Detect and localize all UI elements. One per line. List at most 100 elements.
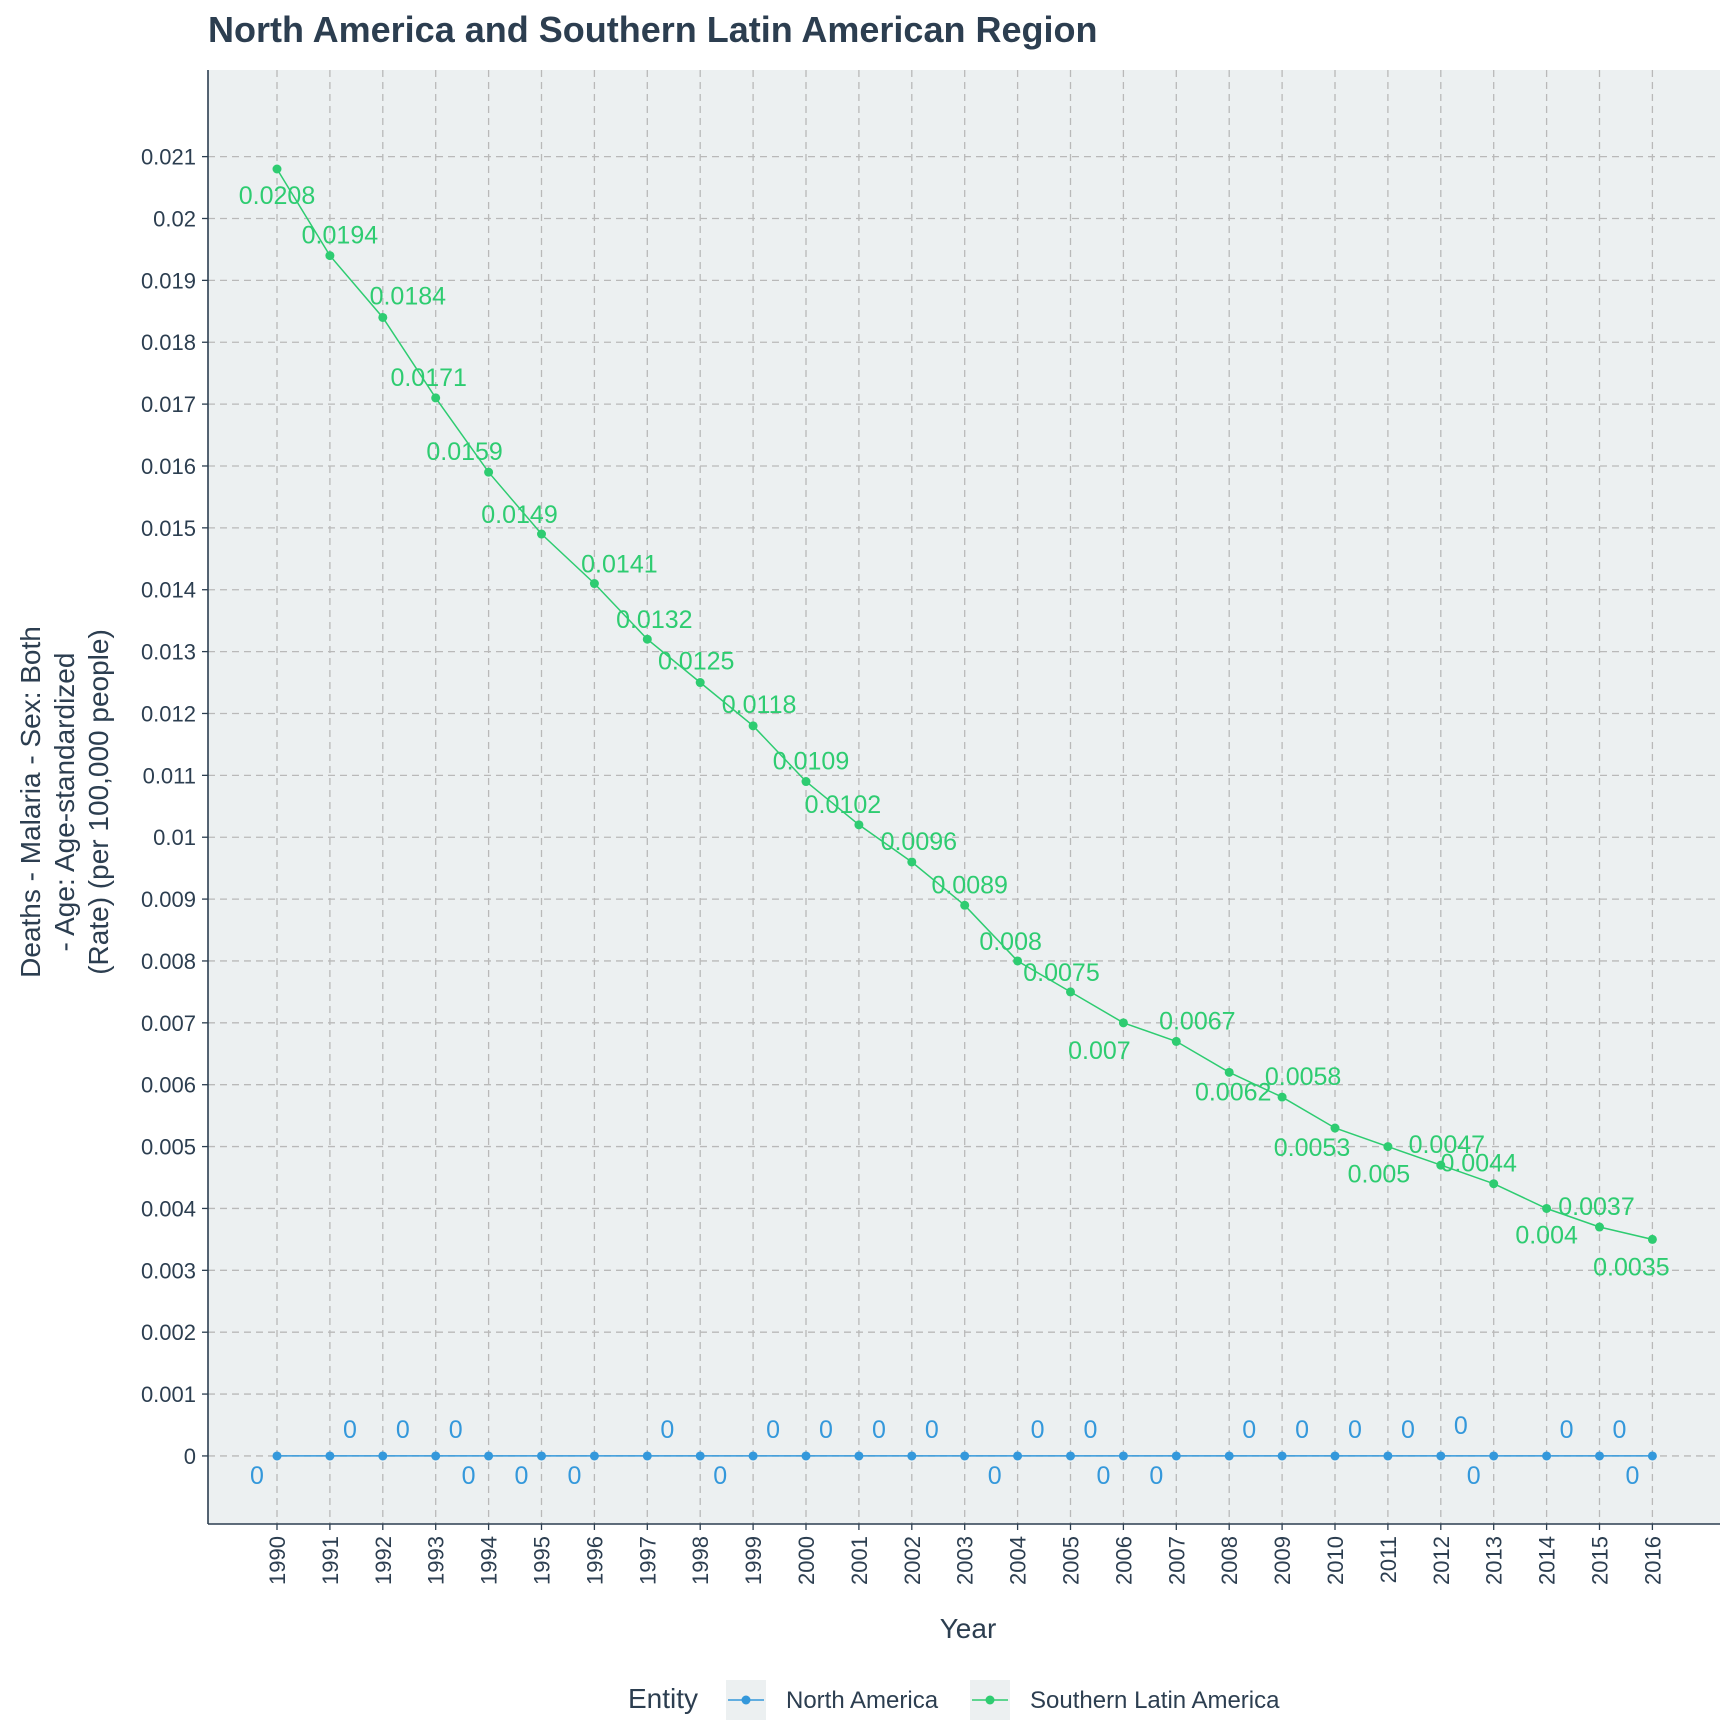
data-point-southern-latin-america: [854, 820, 864, 830]
data-label-north-america: 0: [925, 1416, 939, 1444]
data-label-north-america: 0: [766, 1416, 780, 1444]
x-tick-label: 2001: [847, 1536, 872, 1585]
y-tick-label: 0.008: [141, 949, 196, 974]
data-label-southern-latin-america: 0.0159: [426, 438, 502, 466]
data-label-southern-latin-america: 0.0109: [773, 748, 849, 776]
x-tick-label: 2012: [1429, 1536, 1454, 1585]
x-tick-label: 1992: [371, 1536, 396, 1585]
data-label-north-america: 0: [1613, 1416, 1627, 1444]
data-label-north-america: 0: [1625, 1462, 1639, 1490]
data-label-southern-latin-america: 0.0047: [1409, 1131, 1485, 1159]
data-label-north-america: 0: [1031, 1416, 1045, 1444]
data-label-southern-latin-america: 0.0141: [581, 551, 657, 579]
legend-label-southern-latin-america: Southern Latin America: [1030, 1687, 1280, 1714]
data-point-north-america: [1647, 1451, 1657, 1461]
data-point-north-america: [907, 1451, 917, 1461]
y-tick-label: 0.004: [141, 1196, 196, 1221]
data-point-southern-latin-america: [484, 467, 494, 477]
x-tick-label: 2013: [1482, 1536, 1507, 1585]
y-tick-label: 0.01: [153, 825, 196, 850]
y-tick-label: 0.019: [141, 268, 196, 293]
data-label-southern-latin-america: 0.0075: [1023, 959, 1099, 987]
y-tick-label: 0.006: [141, 1073, 196, 1098]
y-tick-label: 0.021: [141, 145, 196, 170]
data-label-southern-latin-america: 0.007: [1068, 1037, 1131, 1065]
data-point-southern-latin-america: [431, 393, 441, 403]
y-tick-label: 0.007: [141, 1011, 196, 1036]
legend-item-southern-latin-america: Southern Latin America: [970, 1680, 1280, 1720]
data-label-north-america: 0: [1084, 1416, 1098, 1444]
data-label-north-america: 0: [515, 1462, 529, 1490]
y-tick-label: 0.013: [141, 640, 196, 665]
y-axis-title-line-2: - Age: Age-standardized: [49, 653, 80, 952]
data-point-southern-latin-america: [537, 529, 546, 539]
data-point-southern-latin-america: [695, 678, 705, 688]
data-point-north-america: [325, 1451, 335, 1461]
data-label-north-america: 0: [1401, 1416, 1415, 1444]
x-tick-label: 2008: [1217, 1536, 1242, 1585]
x-axis-title: Year: [940, 1613, 997, 1644]
data-label-north-america: 0: [1096, 1462, 1110, 1490]
data-label-southern-latin-america: 0.0171: [390, 364, 466, 392]
x-tick-label: 1999: [741, 1536, 766, 1585]
data-label-southern-latin-america: 0.0149: [481, 501, 557, 529]
data-label-southern-latin-america: 0.0132: [616, 606, 692, 634]
data-labels: 0 0 0 0 0 0 0 0 0 0 0 0 0 0 0 0 0 0 0 0 0 0 0 0 0 0 0 0.0208 0.0194 0…: [239, 182, 1670, 1490]
x-tick-label: 2006: [1111, 1536, 1136, 1585]
data-label-southern-latin-america: 0.004: [1515, 1221, 1578, 1249]
data-point-north-america: [960, 1451, 970, 1461]
x-tick-label: 2000: [794, 1536, 819, 1585]
data-point-southern-latin-america: [1436, 1160, 1446, 1170]
data-point-north-america: [1542, 1451, 1552, 1461]
x-tick-label: 1996: [582, 1536, 607, 1585]
data-point-southern-latin-america: [1383, 1142, 1393, 1152]
y-tick-label: 0.002: [141, 1320, 196, 1345]
data-point-southern-latin-america: [589, 579, 599, 589]
data-label-north-america: 0: [1149, 1462, 1163, 1490]
data-point-north-america: [1118, 1451, 1128, 1461]
data-label-north-america: 0: [396, 1416, 410, 1444]
data-label-southern-latin-america: 0.0194: [302, 222, 379, 250]
legend: Entity North America Southern Latin Amer…: [628, 1680, 1280, 1720]
data-point-north-america: [1595, 1451, 1604, 1461]
data-point-north-america: [1489, 1451, 1499, 1461]
x-axis-ticks: 1990 1991 1992 1993 1994 1995 1996 1997 1998 1999…: [265, 1524, 1665, 1585]
data-point-southern-latin-america: [1171, 1036, 1181, 1046]
legend-key-point-north-america: [741, 1695, 751, 1705]
data-point-north-america: [272, 1451, 282, 1461]
data-label-southern-latin-america: 0.0125: [658, 648, 734, 676]
data-label-southern-latin-america: 0.008: [979, 928, 1042, 956]
data-label-north-america: 0: [1454, 1412, 1468, 1440]
data-point-north-america: [1330, 1451, 1340, 1461]
x-tick-label: 2011: [1376, 1536, 1401, 1583]
data-label-southern-latin-america: 0.0035: [1593, 1253, 1669, 1281]
data-label-north-america: 0: [1348, 1416, 1362, 1444]
data-point-north-america: [1171, 1451, 1181, 1461]
y-tick-label: 0.02: [153, 206, 196, 231]
x-tick-label: 1993: [424, 1536, 449, 1585]
data-label-north-america: 0: [660, 1416, 674, 1444]
data-point-north-america: [431, 1451, 441, 1461]
data-point-southern-latin-america: [1542, 1203, 1552, 1213]
plot-panel: [208, 70, 1720, 1524]
data-label-southern-latin-america: 0.0118: [722, 691, 797, 719]
data-point-southern-latin-america: [1489, 1179, 1499, 1189]
data-label-southern-latin-america: 0.0096: [881, 828, 957, 856]
series-layer: [272, 164, 1657, 1461]
data-label-southern-latin-america: 0.0067: [1159, 1007, 1235, 1035]
data-point-southern-latin-america: [801, 777, 811, 787]
grid-lines: [208, 70, 1720, 1524]
data-label-southern-latin-america: 0.0062: [1195, 1078, 1271, 1106]
data-point-southern-latin-america: [272, 164, 282, 174]
x-tick-label: 2003: [953, 1536, 978, 1585]
x-tick-label: 2002: [900, 1536, 925, 1585]
y-tick-label: 0.014: [141, 578, 196, 603]
data-point-north-america: [537, 1451, 546, 1461]
data-label-north-america: 0: [1467, 1462, 1481, 1490]
data-label-southern-latin-america: 0.0044: [1440, 1150, 1517, 1178]
data-point-north-america: [801, 1451, 811, 1461]
x-tick-label: 1990: [265, 1536, 290, 1585]
x-tick-label: 2009: [1270, 1536, 1295, 1585]
data-point-north-america: [378, 1451, 388, 1461]
